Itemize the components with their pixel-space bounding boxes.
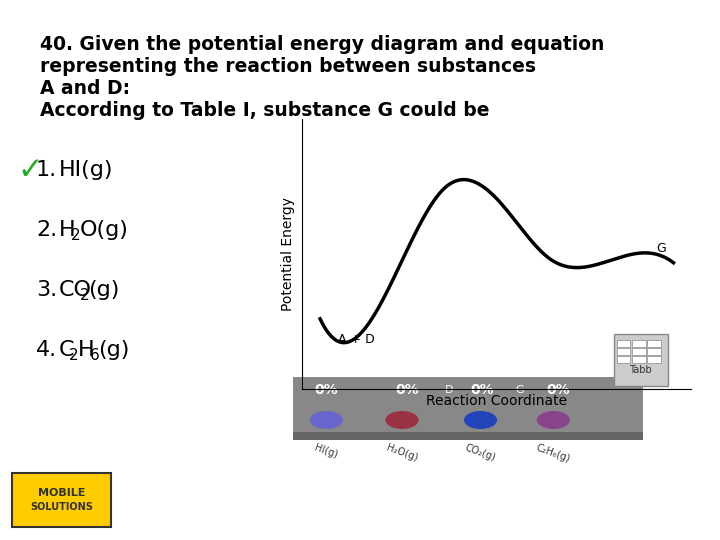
Text: H: H <box>78 340 94 360</box>
Text: (g): (g) <box>99 340 130 360</box>
Text: 1.: 1. <box>36 160 57 180</box>
Text: ✓: ✓ <box>17 156 42 185</box>
Text: 4.: 4. <box>36 340 57 360</box>
Text: According to Table I, substance G could be: According to Table I, substance G could … <box>40 101 489 120</box>
Text: O(g): O(g) <box>79 220 128 240</box>
Text: (g): (g) <box>88 280 120 300</box>
Text: 0%: 0% <box>395 383 418 397</box>
FancyBboxPatch shape <box>632 355 646 362</box>
Text: C₂H₆(g): C₂H₆(g) <box>535 443 572 464</box>
Text: 2.: 2. <box>36 220 57 240</box>
Text: representing the reaction between substances: representing the reaction between substa… <box>40 57 536 76</box>
Text: A and D:: A and D: <box>40 79 130 98</box>
Text: G: G <box>516 385 524 395</box>
FancyBboxPatch shape <box>647 340 661 347</box>
FancyBboxPatch shape <box>617 348 631 354</box>
Text: CO: CO <box>58 280 91 300</box>
Text: HI(g): HI(g) <box>313 443 339 461</box>
FancyBboxPatch shape <box>614 334 668 386</box>
Text: H: H <box>58 220 76 240</box>
Text: HI(g): HI(g) <box>58 160 113 180</box>
Text: 6: 6 <box>90 348 99 362</box>
Text: H₂O(g): H₂O(g) <box>385 443 419 463</box>
Text: 2: 2 <box>69 348 78 362</box>
FancyBboxPatch shape <box>632 340 646 347</box>
Text: Tabb: Tabb <box>629 365 652 375</box>
Text: 0%: 0% <box>315 383 338 397</box>
Text: 0%: 0% <box>546 383 570 397</box>
FancyBboxPatch shape <box>293 405 643 440</box>
Text: 3.: 3. <box>36 280 57 300</box>
Text: C: C <box>58 340 74 360</box>
Text: A + D: A + D <box>338 333 374 346</box>
FancyBboxPatch shape <box>12 473 111 527</box>
FancyBboxPatch shape <box>293 377 643 432</box>
Ellipse shape <box>310 411 343 429</box>
Text: D: D <box>444 385 453 395</box>
Text: 2: 2 <box>71 227 81 242</box>
Ellipse shape <box>385 411 418 429</box>
FancyBboxPatch shape <box>647 355 661 362</box>
FancyBboxPatch shape <box>632 348 646 354</box>
Ellipse shape <box>537 411 570 429</box>
Ellipse shape <box>464 411 497 429</box>
Text: CO₂(g): CO₂(g) <box>464 443 498 463</box>
Text: MOBILE: MOBILE <box>37 488 85 498</box>
Text: 40. Given the potential energy diagram and equation: 40. Given the potential energy diagram a… <box>40 35 604 54</box>
FancyBboxPatch shape <box>647 348 661 354</box>
FancyBboxPatch shape <box>617 340 631 347</box>
Text: 0%: 0% <box>471 383 494 397</box>
Y-axis label: Potential Energy: Potential Energy <box>282 197 295 311</box>
Text: SOLUTIONS: SOLUTIONS <box>30 502 93 512</box>
Text: G: G <box>656 242 665 255</box>
X-axis label: Reaction Coordinate: Reaction Coordinate <box>426 394 567 408</box>
FancyBboxPatch shape <box>617 355 631 362</box>
Text: 2: 2 <box>79 287 89 302</box>
